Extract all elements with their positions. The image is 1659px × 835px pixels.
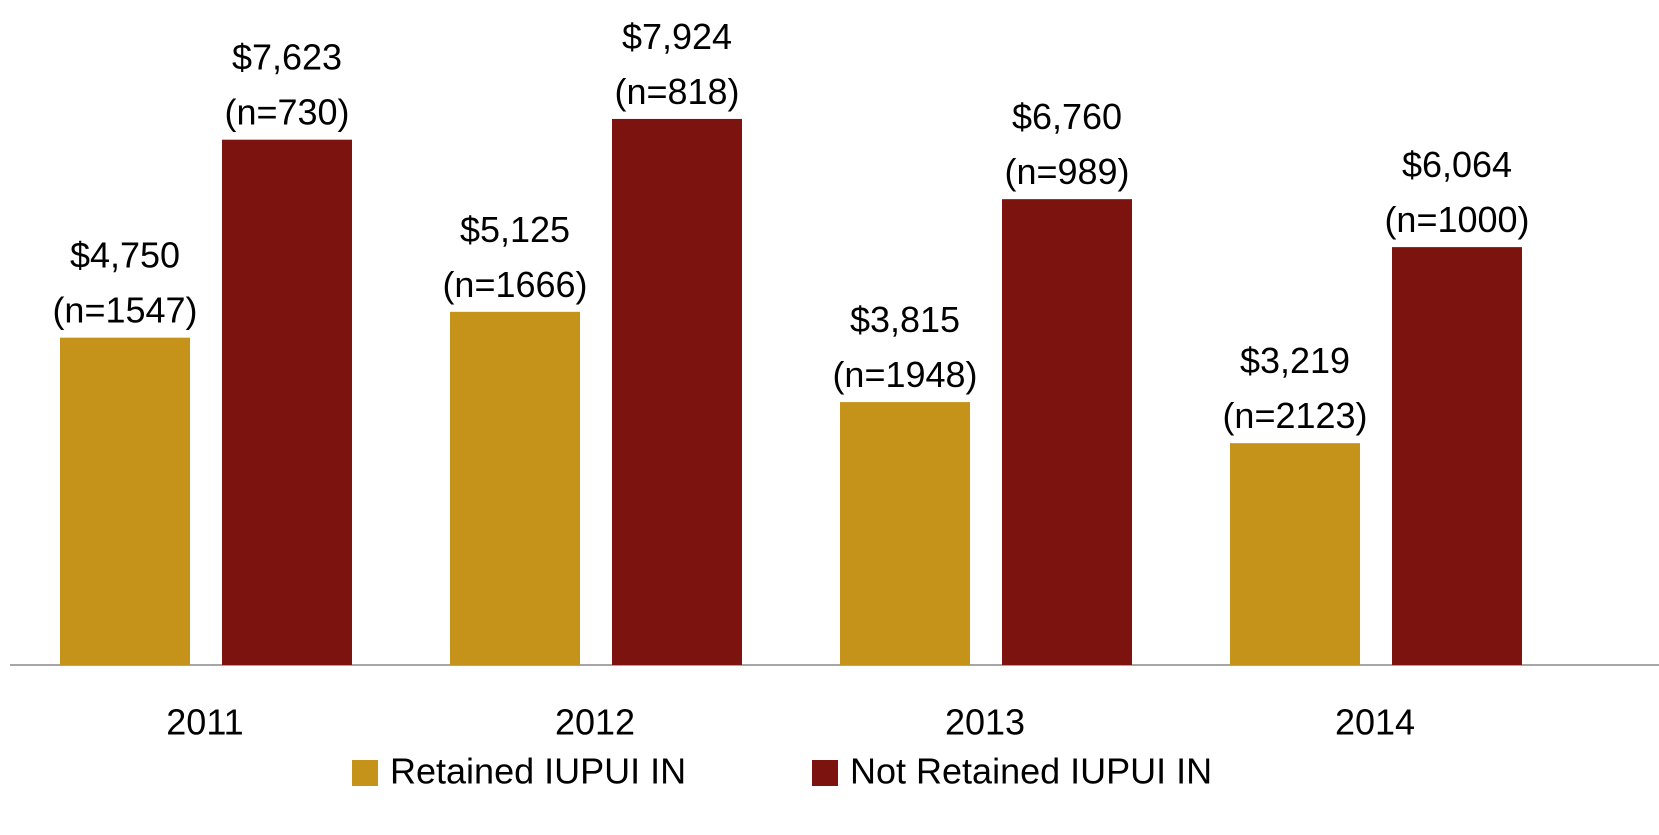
data-label: $6,760 (n=989) <box>1004 96 1129 192</box>
bar <box>1392 247 1522 665</box>
data-label: $7,924 (n=818) <box>614 15 739 111</box>
bar <box>1230 443 1360 665</box>
data-label-line: $4,750 <box>70 234 180 275</box>
bar <box>60 337 190 665</box>
legend-label: Retained IUPUI IN <box>390 751 686 792</box>
data-label-line: (n=989) <box>1004 151 1129 192</box>
data-label: $3,219 (n=2123) <box>1222 340 1367 436</box>
data-label-line: (n=1000) <box>1384 199 1529 240</box>
data-label: $4,750 (n=1547) <box>52 234 197 330</box>
data-label-line: (n=818) <box>614 70 739 111</box>
data-label: $6,064 (n=1000) <box>1384 144 1529 240</box>
x-tick-label: 2013 <box>945 702 1025 743</box>
data-label-line: $6,064 <box>1402 144 1512 185</box>
legend-swatch <box>352 760 378 786</box>
data-label-line: (n=1547) <box>52 289 197 330</box>
data-label-line: $7,623 <box>232 36 342 77</box>
x-tick-label: 2014 <box>1335 702 1415 743</box>
data-label-line: $6,760 <box>1012 96 1122 137</box>
data-label-line: $5,125 <box>460 208 570 249</box>
data-label-line: (n=1948) <box>832 354 977 395</box>
data-label-line: $7,924 <box>622 15 732 56</box>
data-label: $7,623 (n=730) <box>224 36 349 132</box>
legend-swatch <box>812 760 838 786</box>
data-label-line: $3,815 <box>850 299 960 340</box>
bar <box>450 311 580 665</box>
data-label: $3,815 (n=1948) <box>832 299 977 395</box>
data-label-line: $3,219 <box>1240 340 1350 381</box>
bar <box>612 118 742 666</box>
data-label-line: (n=730) <box>224 91 349 132</box>
data-label-line: (n=1666) <box>442 263 587 304</box>
bar <box>1002 199 1132 665</box>
x-tick-label: 2012 <box>555 702 635 743</box>
data-label: $5,125 (n=1666) <box>442 208 587 304</box>
legend-label: Not Retained IUPUI IN <box>850 751 1212 792</box>
data-label-line: (n=2123) <box>1222 395 1367 436</box>
bar <box>222 139 352 666</box>
bar <box>840 402 970 665</box>
x-tick-label: 2011 <box>166 702 243 743</box>
